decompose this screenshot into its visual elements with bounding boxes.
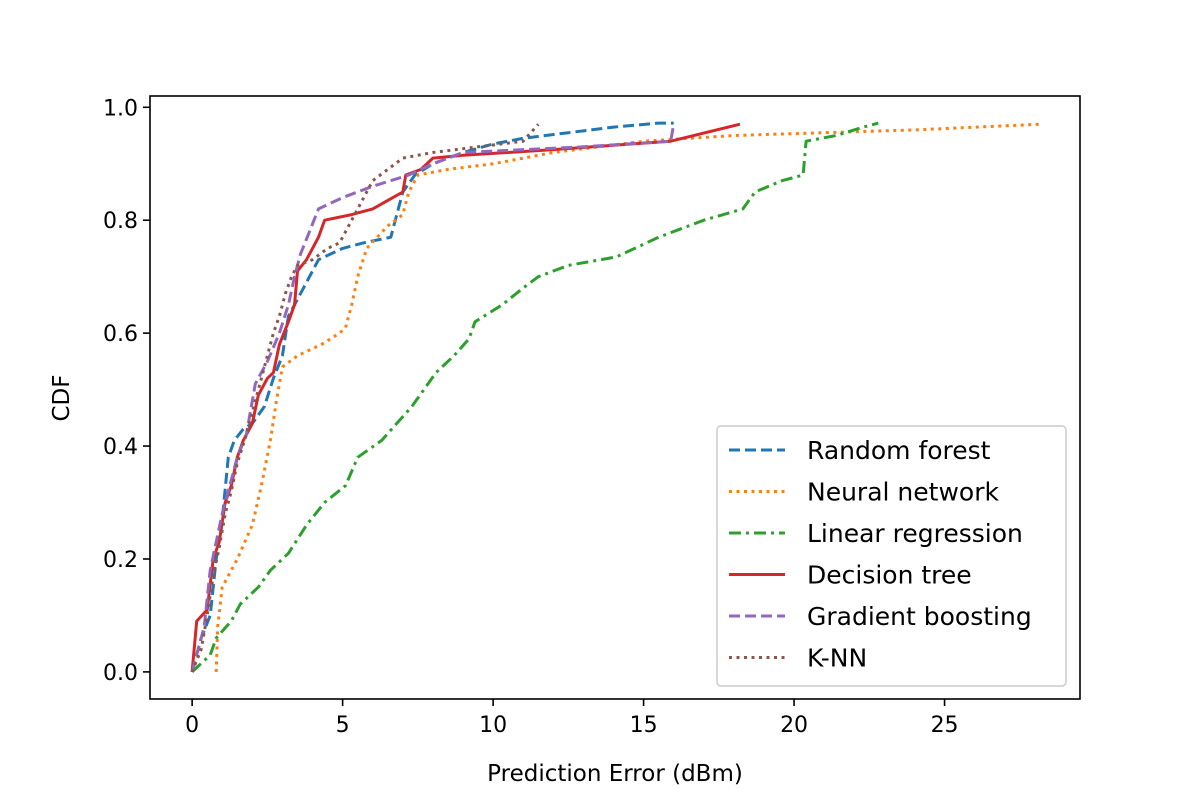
series-line-1 — [190, 121, 674, 673]
legend-label: Neural network — [807, 478, 999, 507]
legend-label: K-NN — [807, 644, 867, 673]
plot-area-frame — [149, 95, 1081, 700]
legend-label: Random forest — [807, 436, 991, 465]
y-tick-label: 0.8 — [103, 209, 138, 234]
x-tick-label: 0 — [185, 713, 199, 738]
legend-box — [716, 425, 1067, 687]
x-tick-label: 20 — [780, 713, 808, 738]
legend-label: Decision tree — [807, 561, 972, 590]
series-line-6 — [190, 123, 540, 673]
y-tick-label: 0.0 — [103, 661, 138, 686]
x-tick-label: 10 — [479, 713, 507, 738]
series-line-2 — [214, 122, 1041, 672]
y-tick-label: 0.6 — [103, 322, 138, 347]
x-tick-label: 5 — [336, 713, 350, 738]
series-line-3 — [191, 121, 879, 673]
legend-label: Gradient boosting — [807, 602, 1032, 631]
y-axis-label: CDF — [49, 375, 75, 422]
legend-label: Linear regression — [807, 519, 1023, 548]
y-tick-label: 0.4 — [103, 435, 138, 460]
x-axis-label: Prediction Error (dBm) — [487, 761, 743, 787]
legend: Random forest Neural network Linear regres… — [716, 425, 1067, 687]
y-tick-label: 0.2 — [103, 548, 138, 573]
series-line-5 — [190, 123, 676, 673]
x-tick-label: 15 — [630, 713, 658, 738]
x-tick-label: 25 — [931, 713, 959, 738]
y-tick-label: 1.0 — [103, 96, 138, 121]
